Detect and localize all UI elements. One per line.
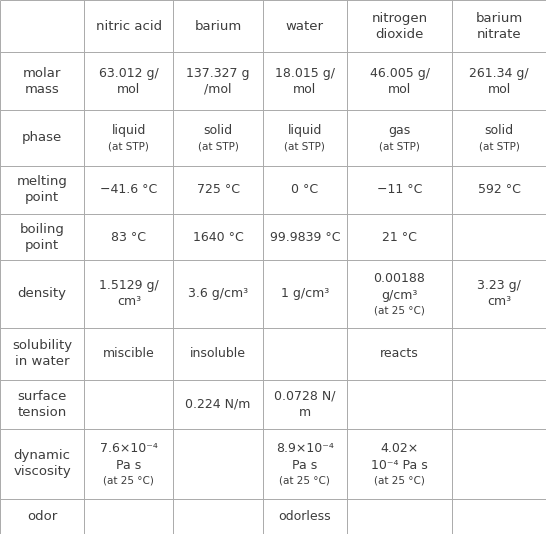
Text: solid: solid xyxy=(484,124,514,137)
Text: 1640 °C: 1640 °C xyxy=(193,231,244,244)
Text: dynamic
viscosity: dynamic viscosity xyxy=(13,450,71,478)
Text: 0.0728 N/
m: 0.0728 N/ m xyxy=(274,390,336,419)
Text: 99.9839 °C: 99.9839 °C xyxy=(270,231,340,244)
Text: barium: barium xyxy=(194,20,242,33)
Text: 1 g/cm³: 1 g/cm³ xyxy=(281,287,329,301)
Text: nitric acid: nitric acid xyxy=(96,20,162,33)
Text: melting
point: melting point xyxy=(16,175,68,205)
Text: 592 °C: 592 °C xyxy=(478,183,520,197)
Text: odorless: odorless xyxy=(278,510,331,523)
Text: 10⁻⁴ Pa s: 10⁻⁴ Pa s xyxy=(371,459,428,472)
Text: 137.327 g
/mol: 137.327 g /mol xyxy=(186,67,250,96)
Text: 46.005 g/
mol: 46.005 g/ mol xyxy=(370,67,430,96)
Text: 3.23 g/
cm³: 3.23 g/ cm³ xyxy=(477,279,521,309)
Text: gas: gas xyxy=(388,124,411,137)
Text: 725 °C: 725 °C xyxy=(197,183,240,197)
Text: 4.02×: 4.02× xyxy=(381,442,419,455)
Text: 83 °C: 83 °C xyxy=(111,231,146,244)
Text: 18.015 g/
mol: 18.015 g/ mol xyxy=(275,67,335,96)
Text: 7.6×10⁻⁴: 7.6×10⁻⁴ xyxy=(100,442,158,455)
Text: Pa s: Pa s xyxy=(116,459,141,472)
Text: liquid: liquid xyxy=(111,124,146,137)
Text: (at STP): (at STP) xyxy=(479,142,519,151)
Text: 1.5129 g/
cm³: 1.5129 g/ cm³ xyxy=(99,279,159,309)
Text: (at STP): (at STP) xyxy=(198,142,239,151)
Text: 21 °C: 21 °C xyxy=(382,231,417,244)
Text: (at 25 °C): (at 25 °C) xyxy=(374,306,425,316)
Text: 8.9×10⁻⁴: 8.9×10⁻⁴ xyxy=(276,442,334,455)
Text: liquid: liquid xyxy=(288,124,322,137)
Text: g/cm³: g/cm³ xyxy=(381,289,418,302)
Text: insoluble: insoluble xyxy=(190,347,246,360)
Text: phase: phase xyxy=(22,131,62,145)
Text: miscible: miscible xyxy=(103,347,155,360)
Text: 0.224 N/m: 0.224 N/m xyxy=(186,398,251,411)
Text: density: density xyxy=(17,287,67,301)
Text: −11 °C: −11 °C xyxy=(377,183,422,197)
Text: 0.00188: 0.00188 xyxy=(373,272,425,285)
Text: surface
tension: surface tension xyxy=(17,390,67,419)
Text: 0 °C: 0 °C xyxy=(291,183,318,197)
Text: odor: odor xyxy=(27,510,57,523)
Text: (at STP): (at STP) xyxy=(109,142,149,151)
Text: (at STP): (at STP) xyxy=(284,142,325,151)
Text: solid: solid xyxy=(204,124,233,137)
Text: −41.6 °C: −41.6 °C xyxy=(100,183,157,197)
Text: molar
mass: molar mass xyxy=(23,67,61,96)
Text: nitrogen
dioxide: nitrogen dioxide xyxy=(371,12,428,41)
Text: (at 25 °C): (at 25 °C) xyxy=(374,476,425,486)
Text: reacts: reacts xyxy=(380,347,419,360)
Text: boiling
point: boiling point xyxy=(20,223,64,252)
Text: water: water xyxy=(286,20,324,33)
Text: 3.6 g/cm³: 3.6 g/cm³ xyxy=(188,287,248,301)
Text: solubility
in water: solubility in water xyxy=(12,339,72,368)
Text: Pa s: Pa s xyxy=(292,459,317,472)
Text: (at 25 °C): (at 25 °C) xyxy=(103,476,155,486)
Text: (at 25 °C): (at 25 °C) xyxy=(280,476,330,486)
Text: (at STP): (at STP) xyxy=(379,142,420,151)
Text: 63.012 g/
mol: 63.012 g/ mol xyxy=(99,67,159,96)
Text: barium
nitrate: barium nitrate xyxy=(476,12,523,41)
Text: 261.34 g/
mol: 261.34 g/ mol xyxy=(469,67,529,96)
